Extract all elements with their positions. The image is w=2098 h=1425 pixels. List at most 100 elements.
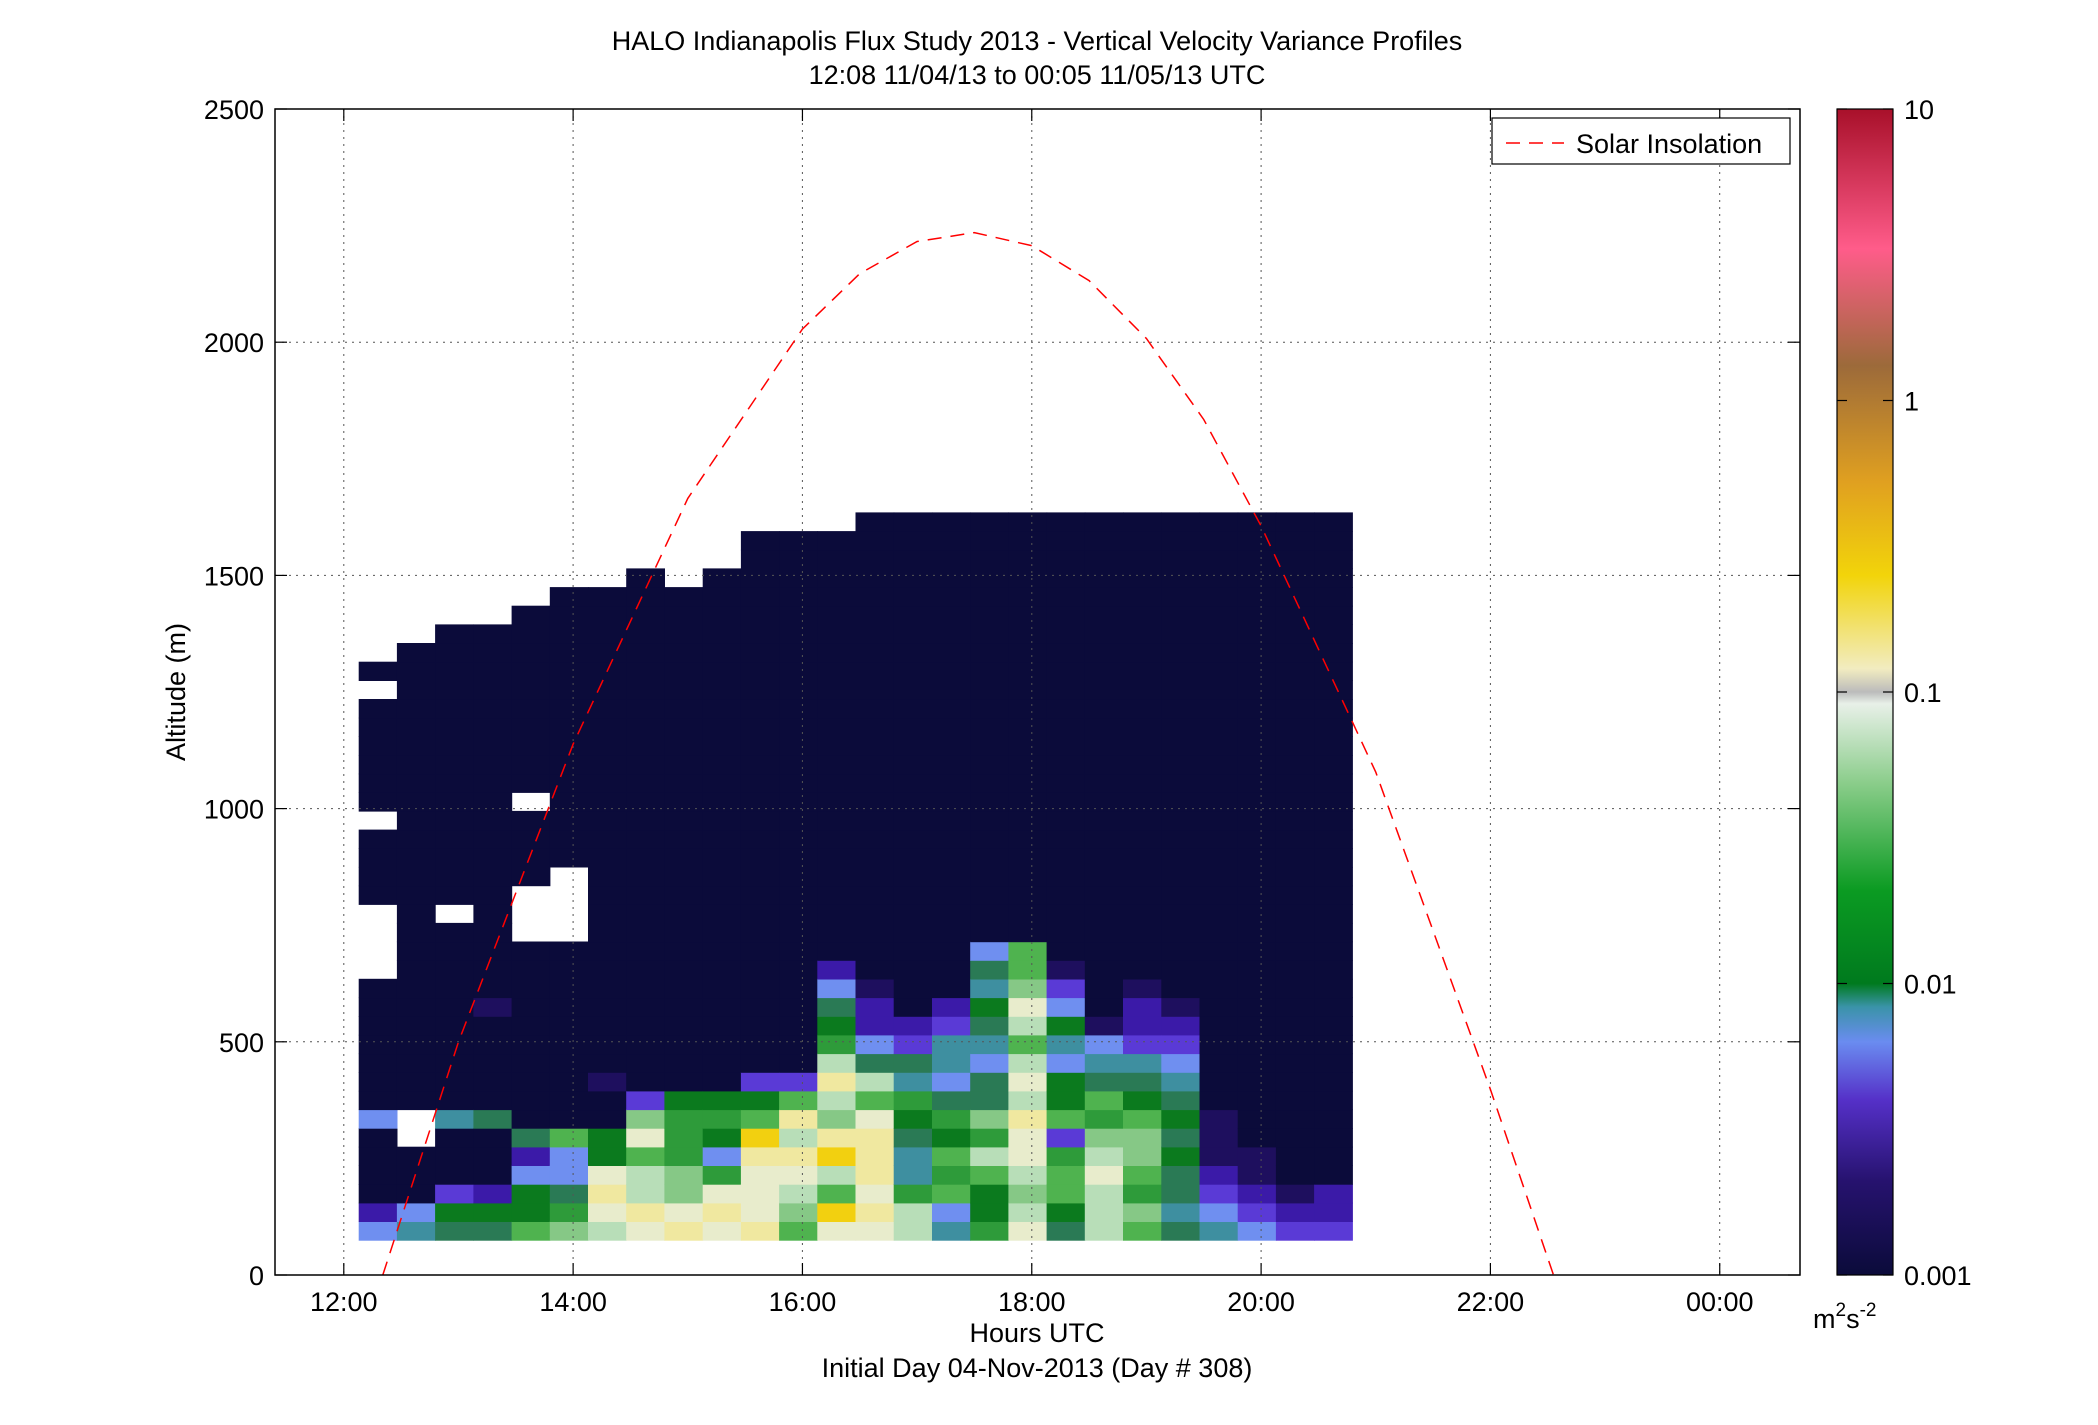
heatmap-cell [817,568,857,588]
heatmap-cell [664,624,704,644]
heatmap-cell [1084,1109,1124,1129]
heatmap-cell [435,978,474,999]
heatmap-cell [588,1016,627,1036]
heatmap-cell [1046,1034,1086,1055]
heatmap-cell [435,997,474,1017]
heatmap-cell [511,978,551,999]
heatmap-cell [1314,1034,1353,1055]
heatmap-cell [358,699,398,719]
heatmap-cell [473,736,513,756]
heatmap-cell [511,1202,551,1222]
heatmap-cell [358,1016,398,1036]
colorbar-unit-base: m [1813,1304,1836,1334]
heatmap-cell [588,587,627,607]
heatmap-cell [817,717,857,737]
heatmap-cell [588,941,627,961]
y-axis: 0 500 1000 1500 2000 2500 [204,95,1800,1291]
heatmap-cell [893,755,933,775]
heatmap-cell [740,866,780,887]
heatmap-cell [435,866,474,887]
heatmap-cell [817,1072,857,1092]
heatmap-cell [549,960,589,980]
heatmap-cell [1314,978,1353,999]
heatmap-cell [1237,1202,1277,1222]
heatmap-cell [1046,997,1086,1017]
heatmap-cell [855,568,895,588]
heatmap-cell [664,904,704,924]
heatmap-cell [740,1202,780,1222]
heatmap-cell [1161,1221,1201,1241]
heatmap-cell [779,1146,818,1166]
heatmap-cell [932,1221,971,1241]
heatmap-cell [473,717,513,737]
heatmap-cell [817,997,857,1017]
heatmap-cell [473,810,513,831]
heatmap-cell [1046,661,1086,681]
heatmap-cell [358,848,398,868]
heatmap-cell [1084,1072,1124,1092]
heatmap-cell [549,773,589,793]
colorbar-tick-label: 10 [1904,95,1934,125]
heatmap-cell [549,755,589,775]
heatmap-cell [1084,792,1124,812]
heatmap-cell [1084,810,1124,831]
heatmap-cell [1084,1053,1124,1073]
heatmap-cell [1199,549,1239,569]
heatmap-cell [1123,605,1162,625]
heatmap-cell [1008,904,1048,924]
heatmap-cell [396,1053,436,1073]
heatmap-cell [1237,1109,1277,1129]
heatmap-cell [473,978,513,999]
heatmap-cell [473,680,513,700]
heatmap-cell [970,661,1009,681]
heatmap-cell [1008,941,1048,961]
heatmap-cell [626,699,665,719]
heatmap-cell [1123,1128,1162,1148]
heatmap-cell [1314,1072,1353,1092]
heatmap-cell [588,1034,627,1055]
heatmap-cell [855,1128,895,1148]
heatmap-cell [740,587,780,607]
heatmap-cell [511,1109,551,1129]
heatmap-cell [1199,848,1239,868]
heatmap-cell [740,717,780,737]
heatmap-cell [1275,1202,1315,1222]
heatmap-cell [1237,810,1277,831]
heatmap-cell [549,1016,589,1036]
heatmap-cell [626,1053,665,1073]
heatmap-cell [970,1072,1009,1092]
heatmap-cell [588,848,627,868]
heatmap-cell [1008,531,1048,551]
heatmap-cell [1046,885,1086,905]
heatmap-cell [1046,755,1086,775]
heatmap-cell [1008,755,1048,775]
heatmap-cell [779,792,818,812]
heatmap-cell [358,755,398,775]
heatmap-cell [473,941,513,961]
heatmap-cell [1084,866,1124,887]
heatmap-cell [893,699,933,719]
heatmap-cell [1161,1016,1201,1036]
heatmap-cell [970,1109,1009,1129]
heatmap-cell [664,605,704,625]
heatmap-cell [358,1090,398,1111]
heatmap-cell [740,624,780,644]
heatmap-cell [817,1165,857,1185]
heatmap-cell [740,1090,780,1111]
heatmap-cell [1237,699,1277,719]
heatmap-cell [779,531,818,551]
heatmap-cell [740,680,780,700]
heatmap-cell [1314,736,1353,756]
heatmap-cell [893,978,933,999]
heatmap-cell [1199,699,1239,719]
colorbar-tick-label: 0.1 [1904,678,1942,708]
heatmap-cell [626,755,665,775]
heatmap-cell [779,1128,818,1148]
heatmap-cell [1275,829,1315,849]
heatmap-cell [549,810,589,831]
heatmap-cell [1123,736,1162,756]
heatmap-cell [435,1128,474,1148]
heatmap-cell [1237,643,1277,663]
heatmap-cell [1084,1128,1124,1148]
heatmap-cell [435,643,474,663]
